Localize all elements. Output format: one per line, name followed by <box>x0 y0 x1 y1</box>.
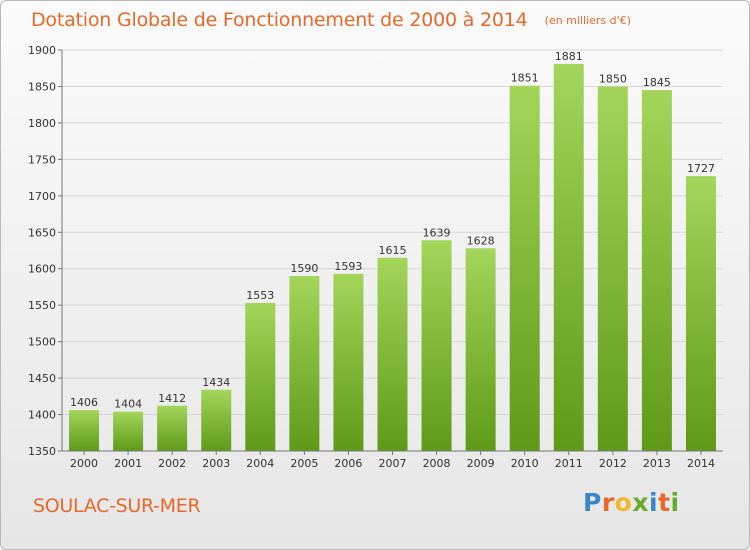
data-label: 1615 <box>379 244 407 257</box>
x-tick-label: 2010 <box>511 457 539 470</box>
y-tick-label: 1750 <box>28 153 56 166</box>
city-name: SOULAC-SUR-MER <box>33 495 201 517</box>
y-tick-label: 1350 <box>28 445 56 458</box>
chart-title: Dotation Globale de Fonctionnement de 20… <box>31 9 528 31</box>
bar <box>465 248 496 451</box>
brand-letter: x <box>632 488 649 517</box>
bar <box>333 273 364 451</box>
x-tick-label: 2013 <box>643 457 671 470</box>
chart-unit-label: (en milliers d'€) <box>544 14 631 27</box>
data-label: 1727 <box>687 162 715 175</box>
data-label: 1412 <box>158 392 186 405</box>
y-tick-label: 1700 <box>28 190 56 203</box>
x-tick-label: 2001 <box>114 457 142 470</box>
bar <box>685 176 716 451</box>
data-label: 1434 <box>202 376 230 389</box>
x-tick-label: 2009 <box>467 457 495 470</box>
brand-letter: i <box>649 488 659 517</box>
x-tick-label: 2000 <box>70 457 98 470</box>
bar <box>69 410 100 451</box>
bar <box>641 90 672 451</box>
brand-letter: i <box>670 488 680 517</box>
bars <box>69 63 716 452</box>
x-tick-label: 2006 <box>334 457 362 470</box>
y-tick-label: 1450 <box>28 372 56 385</box>
x-tick-label: 2007 <box>379 457 407 470</box>
y-tick-label: 1500 <box>28 336 56 349</box>
x-tick-label: 2012 <box>599 457 627 470</box>
data-label: 1850 <box>599 72 627 85</box>
bar <box>597 86 628 452</box>
y-tick-label: 1850 <box>28 80 56 93</box>
brand-letter: o <box>614 488 633 517</box>
y-tick-label: 1800 <box>28 117 56 130</box>
bar <box>289 276 320 451</box>
bar <box>113 411 144 451</box>
data-label: 1851 <box>511 72 539 85</box>
bar <box>245 302 276 451</box>
x-tick-label: 2002 <box>158 457 186 470</box>
data-label: 1553 <box>246 289 274 302</box>
x-tick-label: 2011 <box>555 457 583 470</box>
x-tick-label: 2004 <box>246 457 274 470</box>
title-row: Dotation Globale de Fonctionnement de 20… <box>31 9 631 31</box>
y-tick-label: 1550 <box>28 299 56 312</box>
x-tick-label: 2008 <box>423 457 451 470</box>
bar <box>553 63 584 452</box>
brand-logo[interactable]: Proxiti <box>583 488 680 517</box>
brand-letter: t <box>658 488 671 517</box>
data-label: 1404 <box>114 398 142 411</box>
bar <box>421 240 452 451</box>
brand-letter: P <box>583 488 602 517</box>
bar <box>377 257 408 451</box>
bar <box>201 389 232 451</box>
data-label: 1845 <box>643 76 671 89</box>
x-tick-label: 2003 <box>202 457 230 470</box>
x-tick-label: 2014 <box>687 457 715 470</box>
y-tick-label: 1650 <box>28 226 56 239</box>
data-label: 1881 <box>555 50 583 63</box>
data-label: 1593 <box>334 260 362 273</box>
data-label: 1406 <box>70 396 98 409</box>
y-tick-label: 1900 <box>28 44 56 57</box>
data-label: 1628 <box>467 234 495 247</box>
x-tick-label: 2005 <box>290 457 318 470</box>
data-label: 1639 <box>423 226 451 239</box>
y-tick-label: 1400 <box>28 409 56 422</box>
labels: 1350 1400 1450 1500 1550 1600 1650 1700 1750 1800… <box>28 44 715 470</box>
brand-letter: r <box>601 488 615 517</box>
axes <box>58 49 723 455</box>
y-tick-label: 1600 <box>28 263 56 276</box>
bar <box>157 405 188 451</box>
data-label: 1590 <box>290 262 318 275</box>
bar <box>509 85 540 451</box>
